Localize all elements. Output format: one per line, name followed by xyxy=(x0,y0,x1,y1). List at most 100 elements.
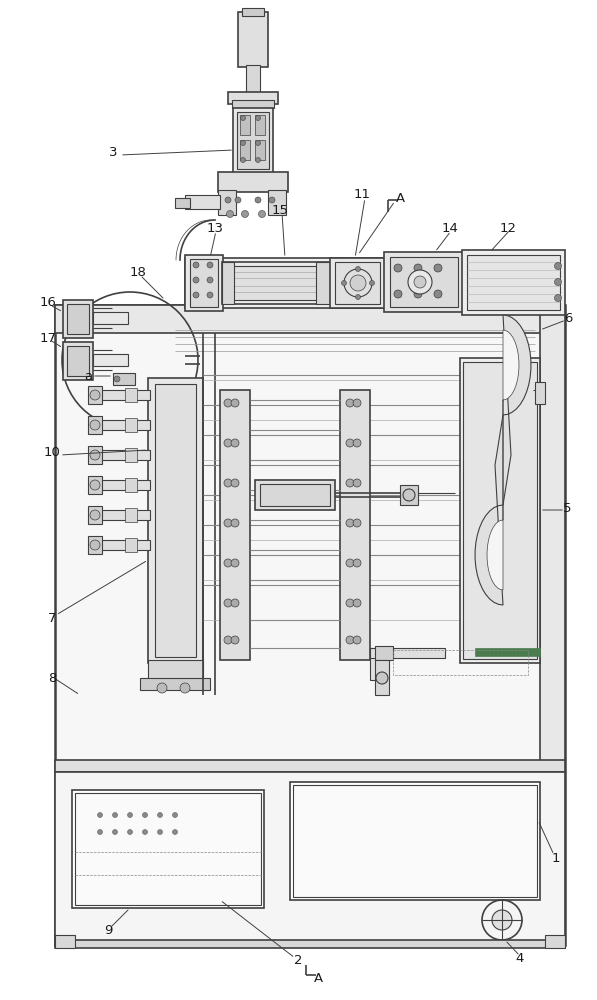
Text: 6: 6 xyxy=(564,312,572,324)
Bar xyxy=(370,648,380,680)
Bar xyxy=(55,760,565,772)
Bar xyxy=(218,172,288,192)
Circle shape xyxy=(231,439,239,447)
Bar xyxy=(375,660,389,695)
Circle shape xyxy=(90,480,100,490)
Bar xyxy=(370,648,445,658)
Circle shape xyxy=(346,519,354,527)
Circle shape xyxy=(173,812,177,818)
Bar xyxy=(155,384,196,657)
Circle shape xyxy=(90,390,100,400)
Circle shape xyxy=(207,277,213,283)
Bar xyxy=(55,935,75,948)
Text: A: A xyxy=(395,192,405,205)
Circle shape xyxy=(157,683,167,693)
Bar xyxy=(246,65,260,95)
Circle shape xyxy=(207,292,213,298)
Circle shape xyxy=(241,115,245,120)
Bar xyxy=(240,115,250,135)
Bar xyxy=(218,190,236,215)
Bar xyxy=(463,362,537,659)
Circle shape xyxy=(434,264,442,272)
Circle shape xyxy=(341,280,346,286)
Circle shape xyxy=(414,264,422,272)
Circle shape xyxy=(394,264,402,272)
Bar xyxy=(125,448,137,462)
Bar xyxy=(67,304,89,334)
Circle shape xyxy=(353,559,361,567)
Circle shape xyxy=(346,399,354,407)
Bar xyxy=(240,140,250,160)
Text: 4: 4 xyxy=(516,952,524,964)
Text: 9: 9 xyxy=(104,924,112,936)
Bar xyxy=(88,536,102,554)
Bar xyxy=(375,646,393,660)
Bar xyxy=(72,790,264,908)
Circle shape xyxy=(112,830,118,834)
Circle shape xyxy=(241,157,245,162)
Circle shape xyxy=(346,559,354,567)
Bar xyxy=(255,115,265,135)
Circle shape xyxy=(224,399,232,407)
Bar xyxy=(238,12,268,67)
Bar xyxy=(125,418,137,432)
Text: 11: 11 xyxy=(353,188,371,202)
Circle shape xyxy=(353,636,361,644)
Circle shape xyxy=(114,376,120,382)
Bar xyxy=(100,540,150,550)
Text: 13: 13 xyxy=(207,222,223,234)
Circle shape xyxy=(269,197,275,203)
Bar xyxy=(255,140,265,160)
Circle shape xyxy=(143,830,147,834)
Text: 7: 7 xyxy=(48,611,56,624)
Polygon shape xyxy=(487,330,519,590)
Circle shape xyxy=(403,489,415,501)
Bar xyxy=(140,678,210,690)
Bar xyxy=(226,266,328,300)
Text: 10: 10 xyxy=(44,446,60,458)
Bar xyxy=(125,478,137,492)
Bar xyxy=(125,388,137,402)
Circle shape xyxy=(353,439,361,447)
Bar xyxy=(185,255,223,311)
Circle shape xyxy=(90,510,100,520)
Circle shape xyxy=(408,270,432,294)
Bar xyxy=(125,508,137,522)
Bar xyxy=(222,262,332,304)
Circle shape xyxy=(235,197,241,203)
Bar xyxy=(462,250,565,315)
Text: 3: 3 xyxy=(109,145,117,158)
Circle shape xyxy=(414,276,426,288)
Bar xyxy=(237,112,269,169)
Text: 14: 14 xyxy=(442,222,458,234)
Circle shape xyxy=(353,399,361,407)
Circle shape xyxy=(231,479,239,487)
Text: 15: 15 xyxy=(272,204,288,217)
Circle shape xyxy=(128,830,133,834)
Bar xyxy=(75,793,261,905)
Circle shape xyxy=(242,211,248,218)
Bar xyxy=(93,312,128,324)
Bar xyxy=(290,782,540,900)
Circle shape xyxy=(97,812,103,818)
Bar xyxy=(55,772,565,942)
Circle shape xyxy=(90,450,100,460)
Circle shape xyxy=(555,278,562,286)
Bar xyxy=(316,262,332,304)
Circle shape xyxy=(143,812,147,818)
Bar xyxy=(88,446,102,464)
Circle shape xyxy=(555,294,562,302)
Circle shape xyxy=(414,290,422,298)
Bar xyxy=(535,382,545,404)
Bar xyxy=(222,262,234,304)
Bar xyxy=(268,190,286,215)
Bar xyxy=(63,300,93,338)
Circle shape xyxy=(376,672,388,684)
Circle shape xyxy=(346,439,354,447)
Bar xyxy=(545,935,565,948)
Circle shape xyxy=(241,140,245,145)
Bar xyxy=(190,259,218,307)
Circle shape xyxy=(224,439,232,447)
Text: a: a xyxy=(84,369,92,382)
Text: 12: 12 xyxy=(500,222,516,234)
